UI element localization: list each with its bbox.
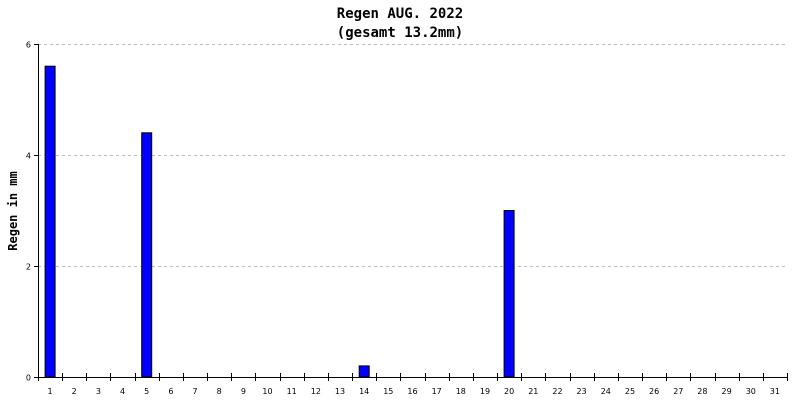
x-tick-label: 2 bbox=[72, 387, 77, 396]
bar-day-20 bbox=[503, 210, 515, 378]
bar-day-1 bbox=[44, 65, 56, 378]
grid-lines bbox=[38, 44, 787, 267]
y-axis-label: Regen in mm bbox=[6, 171, 20, 250]
x-tick-label: 4 bbox=[120, 387, 125, 396]
x-tick-label: 18 bbox=[456, 387, 466, 396]
x-tick-label: 24 bbox=[601, 387, 611, 396]
x-tick-label: 20 bbox=[504, 387, 514, 396]
x-tick-label: 8 bbox=[217, 387, 222, 396]
chart-title: Regen AUG. 2022 bbox=[337, 6, 463, 22]
x-tick-label: 26 bbox=[649, 387, 659, 396]
x-tick-label: 7 bbox=[192, 387, 197, 396]
bars bbox=[44, 65, 515, 378]
x-tick-label: 19 bbox=[480, 387, 490, 396]
x-tick-label: 25 bbox=[625, 387, 635, 396]
x-tick-label: 31 bbox=[770, 387, 780, 396]
x-tick-label: 17 bbox=[432, 387, 442, 396]
y-tick-label: 2 bbox=[26, 263, 31, 272]
y-tick-label: 0 bbox=[26, 374, 31, 383]
x-tick-label: 29 bbox=[722, 387, 732, 396]
x-tick-label: 28 bbox=[697, 387, 707, 396]
x-tick-label: 15 bbox=[383, 387, 393, 396]
x-tick-label: 6 bbox=[168, 387, 173, 396]
bar-day-14 bbox=[358, 365, 370, 378]
x-tick-label: 9 bbox=[241, 387, 246, 396]
x-tick-label: 13 bbox=[335, 387, 345, 396]
x-tick-label: 3 bbox=[96, 387, 101, 396]
y-tick-label: 4 bbox=[26, 152, 31, 161]
x-tick-label: 5 bbox=[144, 387, 149, 396]
x-tick-label: 21 bbox=[528, 387, 538, 396]
x-tick-label: 27 bbox=[673, 387, 683, 396]
x-tick-label: 14 bbox=[359, 387, 369, 396]
x-tick-label: 10 bbox=[262, 387, 272, 396]
x-tick-label: 23 bbox=[577, 387, 587, 396]
x-tick-label: 11 bbox=[287, 387, 297, 396]
x-tick-label: 12 bbox=[311, 387, 321, 396]
x-tick-label: 22 bbox=[552, 387, 562, 396]
chart-subtitle: (gesamt 13.2mm) bbox=[337, 25, 463, 41]
x-tick-label: 30 bbox=[746, 387, 756, 396]
x-tick-label: 1 bbox=[48, 387, 53, 396]
x-tick-label: 16 bbox=[407, 387, 417, 396]
bar-day-5 bbox=[141, 132, 153, 378]
y-tick-label: 6 bbox=[26, 41, 31, 50]
